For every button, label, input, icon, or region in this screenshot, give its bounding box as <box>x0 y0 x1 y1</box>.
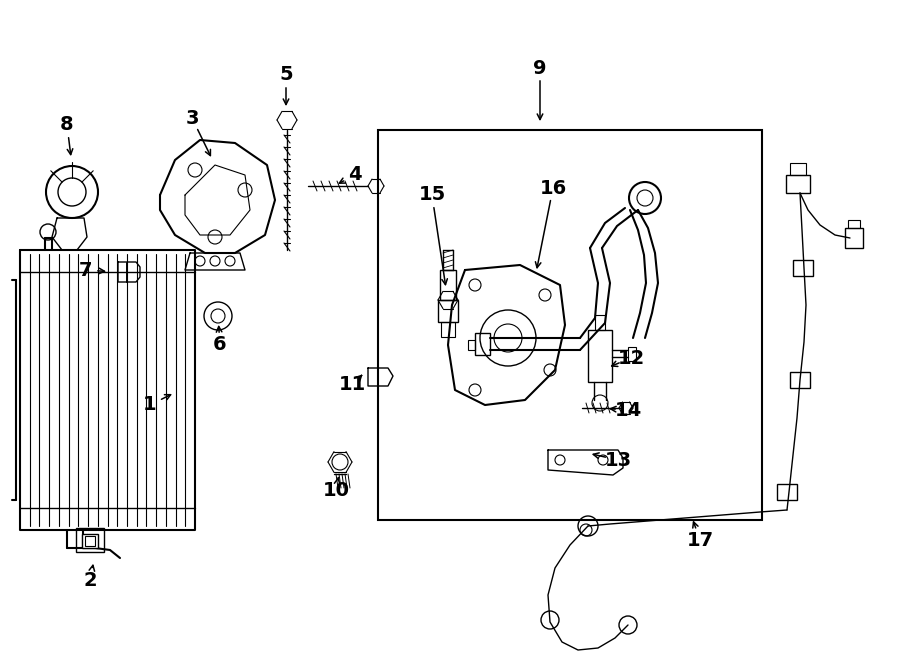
Text: 7: 7 <box>78 261 92 279</box>
Bar <box>595 315 605 330</box>
Text: 12: 12 <box>617 348 644 367</box>
Bar <box>475 333 490 355</box>
Bar <box>441 322 455 337</box>
Bar <box>793 260 813 276</box>
Text: 6: 6 <box>213 336 227 354</box>
Bar <box>378 130 762 520</box>
Text: 10: 10 <box>322 481 349 500</box>
Bar <box>845 228 863 248</box>
Text: 9: 9 <box>533 58 547 77</box>
Text: 5: 5 <box>279 66 292 85</box>
Bar <box>777 484 797 500</box>
Text: 13: 13 <box>605 451 632 469</box>
Bar <box>588 330 612 382</box>
Bar <box>440 270 456 300</box>
Bar <box>468 340 475 350</box>
Bar <box>790 163 806 175</box>
Text: 1: 1 <box>143 395 157 414</box>
Text: 15: 15 <box>418 185 446 205</box>
Bar <box>790 372 810 388</box>
Text: 4: 4 <box>348 166 362 185</box>
Bar <box>438 300 458 322</box>
Text: 16: 16 <box>539 179 567 197</box>
Text: 17: 17 <box>687 530 714 549</box>
Text: 3: 3 <box>185 109 199 128</box>
Text: 11: 11 <box>338 375 365 395</box>
Bar <box>85 536 95 546</box>
Text: 2: 2 <box>83 571 97 589</box>
Bar <box>786 175 810 193</box>
Bar <box>76 528 104 552</box>
Bar <box>628 347 636 361</box>
Text: 8: 8 <box>60 115 74 134</box>
Bar <box>848 220 860 228</box>
Text: 14: 14 <box>615 401 642 420</box>
Bar <box>82 534 98 548</box>
